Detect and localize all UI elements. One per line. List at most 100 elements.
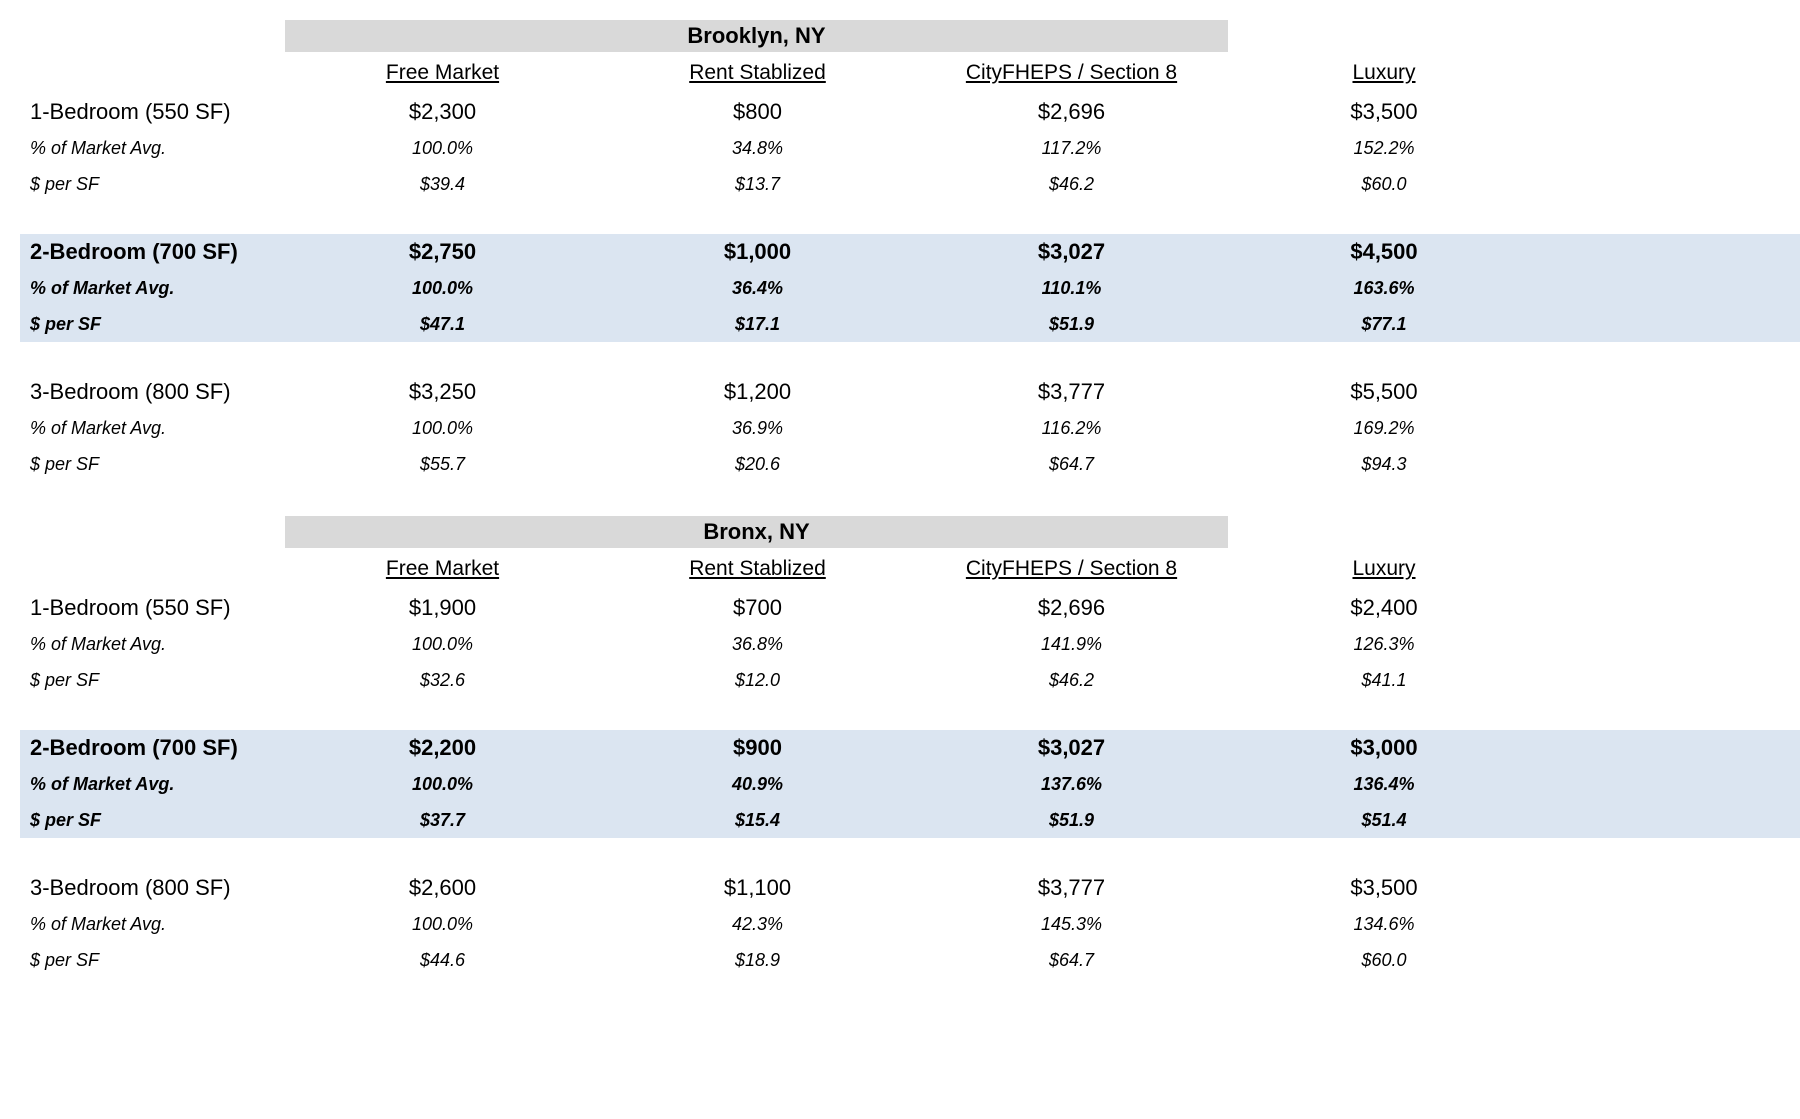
group-2-bedroom: 2-Bedroom (700 SF) $2,200 $900 $3,027 $3… [20,730,1800,838]
group-1-bedroom: 1-Bedroom (550 SF) $1,900 $700 $2,696 $2… [20,590,1800,698]
rent-value: $3,250 [408,379,477,404]
psf-value: $47.1 [419,313,466,334]
rent-value: $2,750 [408,239,477,264]
psf-value: $51.9 [1048,809,1095,830]
table-row-pct: % of Market Avg. 100.0% 40.9% 137.6% 136… [20,766,1540,802]
rent-value: $3,027 [1037,239,1106,264]
psf-value: $15.4 [734,809,781,830]
section-title: Brooklyn, NY [285,20,1228,52]
pct-value: 100.0% [411,913,474,934]
table-row-psf: $ per SF $32.6 $12.0 $46.2 $41.1 [20,662,1540,698]
psf-value: $39.4 [419,173,466,194]
pct-value: 110.1% [1041,277,1102,298]
row-label: % of Market Avg. [30,137,167,158]
pct-value: 36.9% [731,417,784,438]
pct-value: 40.9% [731,773,784,794]
pct-value: 100.0% [411,137,474,158]
table-row-psf: $ per SF $37.7 $15.4 $51.9 $51.4 [20,802,1540,838]
pct-value: 137.6% [1040,773,1103,794]
rent-value: $2,696 [1037,99,1106,124]
rent-value: $2,300 [408,99,477,124]
row-label: 1-Bedroom (550 SF) [30,99,231,124]
pct-value: 145.3% [1040,913,1103,934]
psf-value: $51.4 [1361,809,1407,830]
row-label: 3-Bedroom (800 SF) [30,379,231,404]
pct-value: 36.4% [731,277,784,298]
row-label: $ per SF [30,949,100,970]
table-row-rent: 1-Bedroom (550 SF) $2,300 $800 $2,696 $3… [20,94,1540,130]
table-row-rent: 2-Bedroom (700 SF) $2,750 $1,000 $3,027 … [20,234,1540,270]
group-3-bedroom: 3-Bedroom (800 SF) $3,250 $1,200 $3,777 … [20,374,1800,482]
table-row-pct: % of Market Avg. 100.0% 36.9% 116.2% 169… [20,410,1540,446]
psf-value: $32.6 [419,669,466,690]
table-row-pct: % of Market Avg. 100.0% 34.8% 117.2% 152… [20,130,1540,166]
rent-value: $4,500 [1350,239,1418,264]
row-label: % of Market Avg. [30,773,175,794]
psf-value: $60.0 [1361,949,1407,970]
table-row-rent: 2-Bedroom (700 SF) $2,200 $900 $3,027 $3… [20,730,1540,766]
table-row-rent: 1-Bedroom (550 SF) $1,900 $700 $2,696 $2… [20,590,1540,626]
psf-value: $20.6 [734,453,781,474]
group-2-bedroom: 2-Bedroom (700 SF) $2,750 $1,000 $3,027 … [20,234,1800,342]
rent-value: $1,900 [408,595,477,620]
row-label: $ per SF [30,173,100,194]
column-header-cityfheps: CityFHEPS / Section 8 [965,61,1178,84]
psf-value: $55.7 [419,453,466,474]
row-label: % of Market Avg. [30,633,167,654]
row-label: 1-Bedroom (550 SF) [30,595,231,620]
pct-value: 100.0% [411,417,474,438]
section-bronx: Bronx, NY Free Market Rent Stablized Cit… [20,516,1800,978]
row-label: % of Market Avg. [30,417,167,438]
pct-value: 100.0% [411,773,474,794]
psf-value: $17.1 [734,313,781,334]
group-3-bedroom: 3-Bedroom (800 SF) $2,600 $1,100 $3,777 … [20,870,1800,978]
column-header-rent-stablized: Rent Stablized [689,557,826,580]
rent-value: $3,027 [1037,735,1106,760]
psf-value: $41.1 [1361,669,1407,690]
column-header-cityfheps: CityFHEPS / Section 8 [965,557,1178,580]
rent-value: $3,777 [1037,875,1106,900]
table-row-psf: $ per SF $39.4 $13.7 $46.2 $60.0 [20,166,1540,202]
psf-value: $60.0 [1361,173,1407,194]
rent-value: $5,500 [1350,379,1418,404]
row-label: 2-Bedroom (700 SF) [30,239,238,264]
pct-value: 169.2% [1353,417,1415,438]
rent-value: $2,200 [408,735,477,760]
pct-value: 36.8% [731,633,784,654]
psf-value: $77.1 [1361,313,1407,334]
rent-value: $3,500 [1350,99,1418,124]
pct-value: 100.0% [411,633,474,654]
table-row-psf: $ per SF $47.1 $17.1 $51.9 $77.1 [20,306,1540,342]
pct-value: 34.8% [731,137,784,158]
column-header-free-market: Free Market [385,61,500,84]
rent-value: $1,100 [723,875,792,900]
pct-value: 42.3% [731,913,784,934]
rent-value: $3,500 [1350,875,1418,900]
column-header-luxury: Luxury [1352,557,1416,580]
pct-value: 117.2% [1041,137,1102,158]
psf-value: $51.9 [1048,313,1095,334]
row-label: % of Market Avg. [30,913,167,934]
row-label: $ per SF [30,669,100,690]
table-row-psf: $ per SF $55.7 $20.6 $64.7 $94.3 [20,446,1540,482]
column-header-luxury: Luxury [1352,61,1416,84]
psf-value: $46.2 [1048,669,1095,690]
row-label: % of Market Avg. [30,277,175,298]
pct-value: 152.2% [1353,137,1415,158]
psf-value: $13.7 [734,173,781,194]
row-label: 2-Bedroom (700 SF) [30,735,238,760]
pct-value: 116.2% [1041,417,1102,438]
rent-value: $3,000 [1350,735,1418,760]
table-row-pct: % of Market Avg. 100.0% 42.3% 145.3% 134… [20,906,1540,942]
pct-value: 100.0% [411,277,474,298]
column-header-row: Free Market Rent Stablized CityFHEPS / S… [20,551,1540,587]
rent-value: $900 [733,735,782,760]
pct-value: 163.6% [1353,277,1415,298]
section-title: Bronx, NY [285,516,1228,548]
rent-value: $3,777 [1037,379,1106,404]
rent-value: $2,600 [408,875,477,900]
table-row-psf: $ per SF $44.6 $18.9 $64.7 $60.0 [20,942,1540,978]
rent-value: $700 [733,595,782,620]
group-1-bedroom: 1-Bedroom (550 SF) $2,300 $800 $2,696 $3… [20,94,1800,202]
